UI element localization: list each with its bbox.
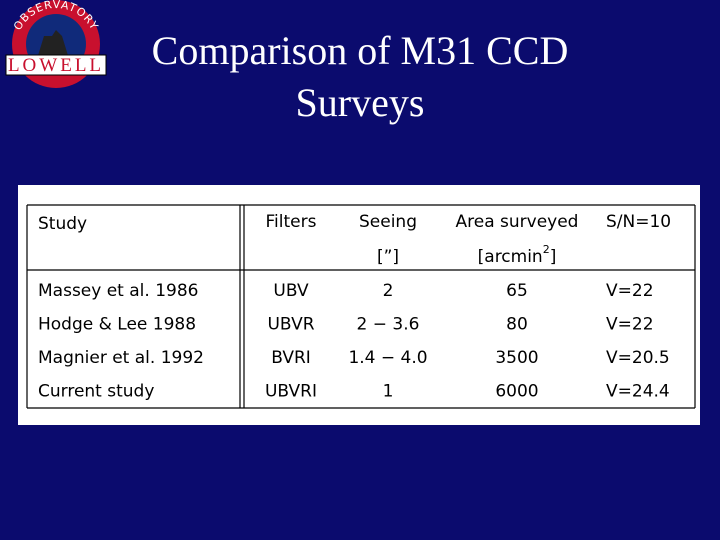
table-cell: V=22 — [606, 315, 654, 335]
table-cell: 1.4 − 4.0 — [348, 348, 427, 368]
table-cell: 6000 — [495, 382, 538, 402]
table-rules — [26, 204, 696, 409]
table-cell: 1 — [383, 382, 394, 402]
table-cell: 3500 — [495, 348, 538, 368]
table-cell: 80 — [506, 315, 528, 335]
table-cell: V=22 — [606, 281, 654, 301]
logo-dome — [36, 30, 70, 62]
header-cell: S/N=10 — [606, 212, 671, 232]
table-cell: Massey et al. 1986 — [38, 281, 198, 301]
unit-cell: [arcmin2] — [478, 243, 557, 267]
table-panel — [18, 185, 700, 425]
table-cell: Current study — [38, 382, 154, 402]
table-cell: 2 — [383, 281, 394, 301]
table-cell: Magnier et al. 1992 — [38, 348, 204, 368]
header-cell: Filters — [266, 212, 317, 232]
header-cell: Area surveyed — [456, 212, 579, 232]
unit-text: ] — [550, 247, 557, 267]
logo-band — [5, 54, 107, 76]
header-cell: Study — [38, 214, 87, 234]
table-cell: 65 — [506, 281, 528, 301]
table-cell: Hodge & Lee 1988 — [38, 315, 196, 335]
title-line: Comparison of M31 CCD — [152, 28, 569, 73]
unit-sup: 2 — [543, 243, 550, 256]
table: Study Filters Seeing Area surveyed S/N=1… — [38, 212, 671, 402]
table-cell: 2 − 3.6 — [357, 315, 420, 335]
table-cell: UBV — [273, 281, 309, 301]
logo: OBSERVATORY LOWELL — [5, 0, 107, 88]
table-cell: V=20.5 — [606, 348, 670, 368]
unit-text: [arcmin — [478, 247, 543, 267]
logo-name: LOWELL — [8, 55, 104, 76]
table-cell: UBVR — [267, 315, 314, 335]
title-line: Surveys — [296, 80, 425, 125]
table-cell: V=24.4 — [606, 382, 670, 402]
header-cell: Seeing — [359, 212, 417, 232]
table-cell: UBVRI — [265, 382, 317, 402]
unit-cell: [”] — [377, 247, 399, 267]
table-cell: BVRI — [271, 348, 311, 368]
